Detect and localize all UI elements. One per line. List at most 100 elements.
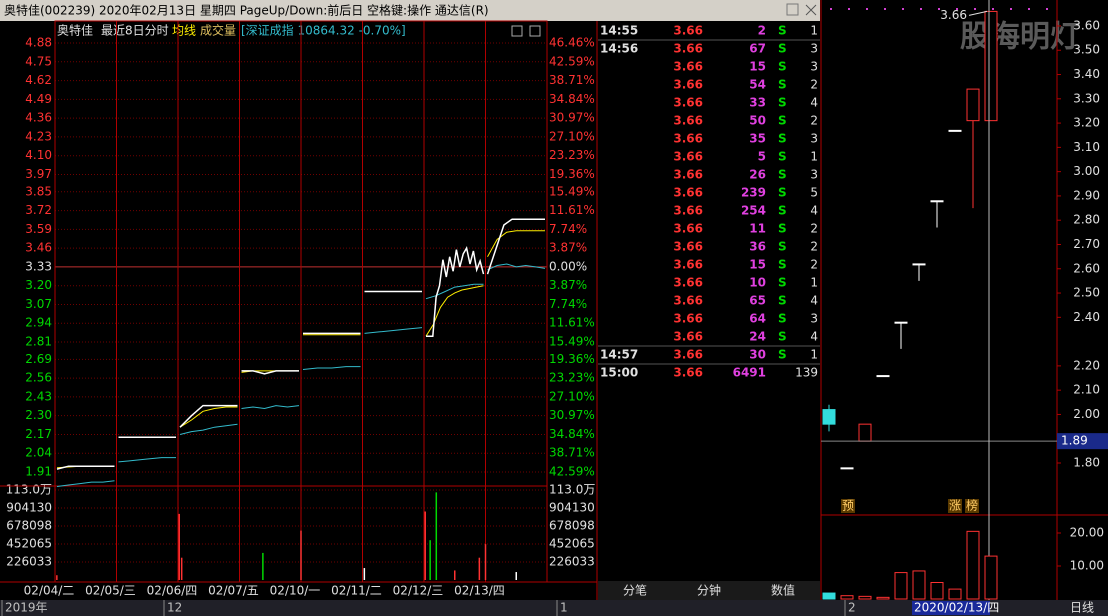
high-pointer <box>968 10 988 16</box>
volume-bar <box>858 595 872 600</box>
trade-time: 15:00 <box>600 366 638 380</box>
trade-price: 3.66 <box>673 276 703 290</box>
trade-price: 3.66 <box>673 258 703 272</box>
trade-volume: 36 <box>749 240 766 254</box>
trade-side: S <box>778 330 787 344</box>
dot <box>974 8 976 10</box>
footer-mark: 2 <box>848 601 856 615</box>
candle-body <box>822 409 836 425</box>
y-tick-label: 2.50 <box>1073 286 1100 300</box>
trade-volume: 65 <box>749 294 766 308</box>
candle-body <box>876 375 890 378</box>
index-info: [深证成指 10864.32 -0.70%] <box>241 23 406 38</box>
price-tick-label: 3.33 <box>25 259 52 273</box>
y-tick-label: 3.60 <box>1073 18 1100 32</box>
volume-tick-label: 113.0万 <box>549 483 595 497</box>
pct-tick-label: 11.61% <box>549 316 595 330</box>
y-tick-label: 2.70 <box>1073 237 1100 251</box>
pct-tick-label: 30.97% <box>549 111 595 125</box>
trade-price: 3.66 <box>673 114 703 128</box>
candle-body <box>930 200 944 203</box>
price-tick-label: 2.94 <box>25 316 52 330</box>
index-line <box>364 327 423 334</box>
trade-side: S <box>778 276 787 290</box>
y-tick-label: 2.20 <box>1073 358 1100 372</box>
close-button[interactable] <box>805 4 817 16</box>
candle-body <box>894 321 908 324</box>
trade-side: S <box>778 60 787 74</box>
trade-side: S <box>778 150 787 164</box>
y-tick-label: 3.30 <box>1073 91 1100 105</box>
trade-volume: 2 <box>758 24 766 38</box>
trade-count: 4 <box>810 294 818 308</box>
pct-tick-label: 42.59% <box>549 465 595 479</box>
dot <box>1010 8 1012 10</box>
dot <box>956 8 958 10</box>
trade-volume: 64 <box>749 312 766 326</box>
price-line <box>486 218 545 275</box>
volume-tick-label: 904130 <box>549 500 595 514</box>
period-button[interactable]: 日线 <box>1070 601 1094 615</box>
tag: 榜 <box>966 498 978 513</box>
trade-price: 3.66 <box>673 132 703 146</box>
trade-side: S <box>778 240 787 254</box>
y-tick-label: 2.00 <box>1073 407 1100 421</box>
trade-count: 2 <box>810 258 818 272</box>
pct-tick-label: 34.84% <box>549 427 595 441</box>
trade-count: 1 <box>810 24 818 38</box>
trade-volume: 33 <box>749 96 766 110</box>
trade-side: S <box>778 168 787 182</box>
y-tick-label: 3.50 <box>1073 43 1100 57</box>
trade-volume: 10 <box>749 276 766 290</box>
trade-volume: 30 <box>749 348 766 362</box>
candle-body <box>858 423 872 442</box>
period-label: 最近8日分时 <box>101 24 169 38</box>
pct-tick-label: 19.36% <box>549 352 595 366</box>
index-line <box>56 480 115 487</box>
dot <box>830 8 832 10</box>
index-line <box>302 366 361 370</box>
trade-count: 2 <box>810 114 818 128</box>
trade-count: 3 <box>810 312 818 326</box>
settings-icon[interactable] <box>529 25 541 37</box>
price-line <box>56 465 115 470</box>
volume-tick-label: 452065 <box>6 536 52 550</box>
dot <box>1028 8 1030 10</box>
price-tick-label: 4.49 <box>25 92 52 106</box>
trade-count: 3 <box>810 42 818 56</box>
volume-bar <box>966 530 980 600</box>
trade-count: 2 <box>810 222 818 236</box>
candle-body <box>948 129 962 132</box>
trade-time: 14:57 <box>600 348 638 362</box>
price-tick-label: 2.43 <box>25 389 52 403</box>
pct-tick-label: 42.59% <box>549 54 595 68</box>
price-tick-label: 2.04 <box>25 446 52 460</box>
volume-bar <box>822 592 836 600</box>
price-tick-label: 3.72 <box>25 203 52 217</box>
price-line <box>241 370 299 375</box>
dot <box>920 8 922 10</box>
trade-count: 1 <box>810 276 818 290</box>
tab[interactable]: 数值 <box>771 583 795 598</box>
candle-body <box>840 467 854 470</box>
tab[interactable]: 分钟 <box>697 583 721 598</box>
dot <box>938 8 940 10</box>
volume-tick-label: 904130 <box>6 500 52 514</box>
trade-side: S <box>778 96 787 110</box>
avg-label: 均线 <box>172 24 196 38</box>
avg-line <box>425 285 484 337</box>
tab[interactable]: 分笔 <box>623 583 647 598</box>
date-label: 02/06/四 <box>147 584 198 598</box>
trade-price: 3.66 <box>673 330 703 344</box>
pct-tick-label: 27.10% <box>549 389 595 403</box>
volume-label: 成交量 <box>200 23 236 38</box>
price-line <box>179 404 238 428</box>
volume-bar <box>948 588 962 600</box>
trade-volume: 15 <box>749 258 766 272</box>
trade-volume: 11 <box>749 222 766 236</box>
zoom-icon[interactable] <box>511 25 523 37</box>
restore-button[interactable] <box>786 3 799 16</box>
trade-price: 3.66 <box>673 222 703 236</box>
tag-box <box>965 499 979 513</box>
